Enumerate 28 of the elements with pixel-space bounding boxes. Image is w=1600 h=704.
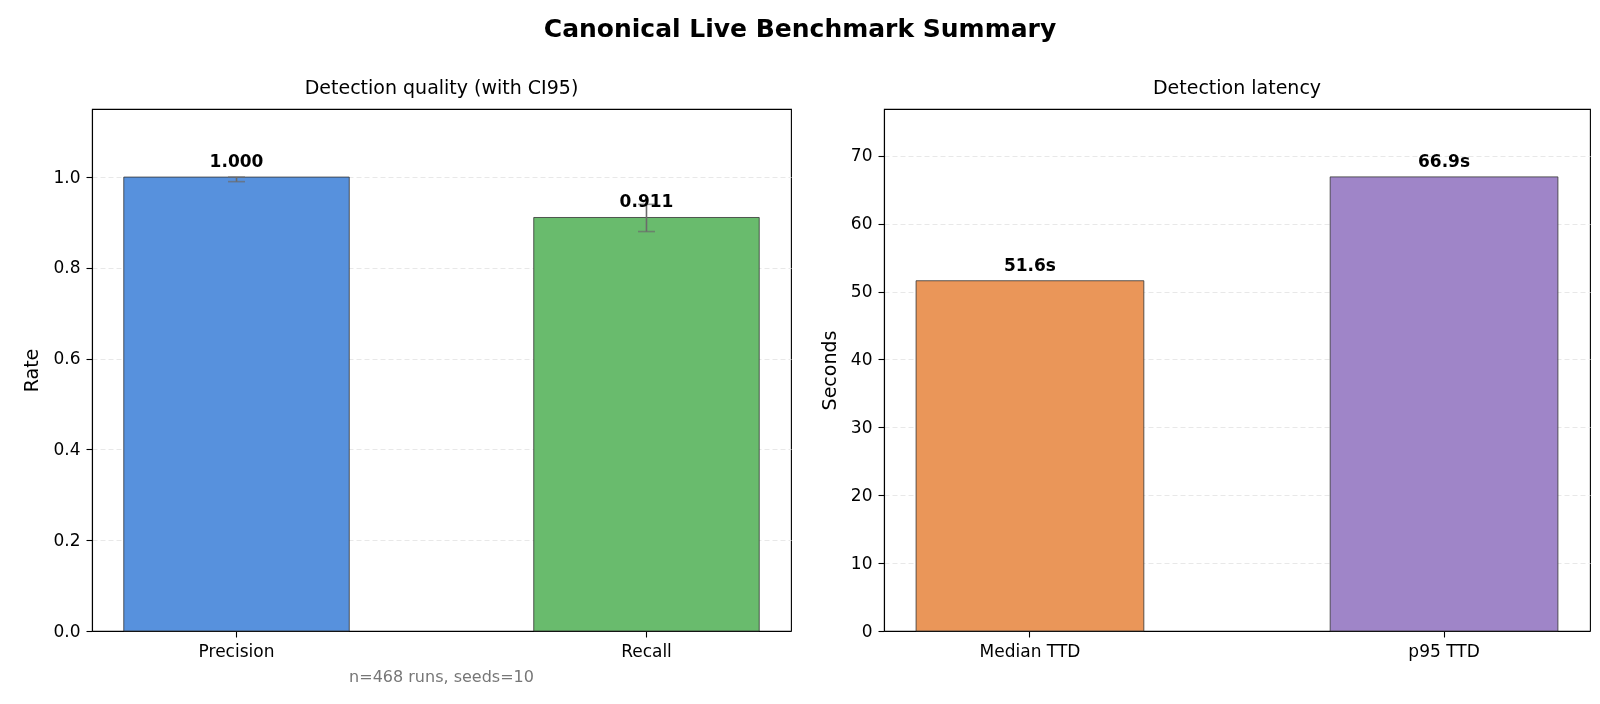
x-tick-label: p95 TTD [1408,640,1480,661]
y-axis-title: Rate [20,348,43,393]
data-label: 51.6s [1003,254,1056,275]
y-tick-label: 60 [850,213,873,234]
y-tick-label: 0.0 [53,620,81,641]
x-tick-label: Recall [621,640,672,661]
y-tick-label: 0.4 [53,438,81,459]
data-label: 0.911 [619,191,674,212]
y-tick-label: 20 [850,484,873,505]
chart-title: Detection quality (with CI95) [304,76,579,98]
y-tick-label: 0 [861,620,873,641]
y-tick-label: 0.2 [53,529,81,550]
x-tick-label: Precision [198,640,275,661]
y-tick-label: 50 [850,281,873,302]
data-label: 1.000 [209,151,264,172]
text: n=468 runs, seeds=10 [349,667,534,686]
x-tick-label: Median TTD [979,640,1081,661]
y-tick-label: 70 [850,145,873,166]
y-tick-label: 1.0 [53,166,81,187]
y-tick-label: 0.8 [53,257,81,278]
y-tick-label: 40 [850,348,873,369]
y-axis-title: Seconds [817,330,840,411]
y-tick-label: 0.6 [53,348,81,369]
y-tick-label: 30 [850,416,873,437]
y-tick-label: 10 [850,552,873,573]
text: Canonical Live Benchmark Summary [542,14,1058,44]
chart-title: Detection latency [1152,76,1322,98]
data-label: 66.9s [1418,150,1471,171]
